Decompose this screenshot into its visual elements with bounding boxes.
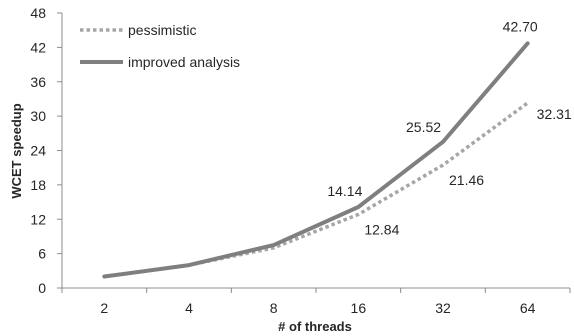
series-line-pessimistic [104, 101, 529, 279]
y-tick-label: 6 [38, 246, 46, 262]
y-tick-label: 18 [30, 177, 46, 193]
x-axis-ticks: 2 4 8 16 32 64 [61, 288, 571, 316]
y-axis-title: WCET speedup [9, 103, 24, 198]
y-axis-ticks: 0 6 12 18 24 30 36 42 48 [30, 5, 62, 296]
x-tick-label: 32 [435, 300, 451, 316]
y-tick-label: 30 [30, 108, 46, 124]
series-line-improved-analysis [102, 41, 530, 279]
legend: pessimistic improved analysis [80, 22, 240, 70]
data-label: 12.84 [364, 221, 399, 237]
x-axis-title: # of threads [278, 319, 352, 334]
data-labels: 12.84 21.46 32.31 14.14 25.52 42.70 [327, 18, 572, 237]
data-label: 25.52 [406, 119, 441, 135]
series-layer [102, 41, 530, 279]
legend-label: improved analysis [128, 54, 240, 70]
x-tick-label: 64 [520, 300, 536, 316]
y-tick-label: 36 [30, 74, 46, 90]
y-tick-label: 0 [38, 280, 46, 296]
legend-label: pessimistic [128, 22, 196, 38]
y-tick-label: 42 [30, 39, 46, 55]
x-tick-label: 2 [100, 300, 108, 316]
x-tick-label: 8 [270, 300, 278, 316]
y-tick-label: 48 [30, 5, 46, 21]
data-label: 42.70 [503, 18, 538, 34]
data-label: 14.14 [327, 183, 362, 199]
data-label: 21.46 [449, 172, 484, 188]
x-tick-label: 4 [185, 300, 193, 316]
y-tick-label: 12 [30, 211, 46, 227]
x-tick-label: 16 [351, 300, 367, 316]
data-label: 32.31 [537, 106, 572, 122]
y-tick-label: 24 [30, 143, 46, 159]
